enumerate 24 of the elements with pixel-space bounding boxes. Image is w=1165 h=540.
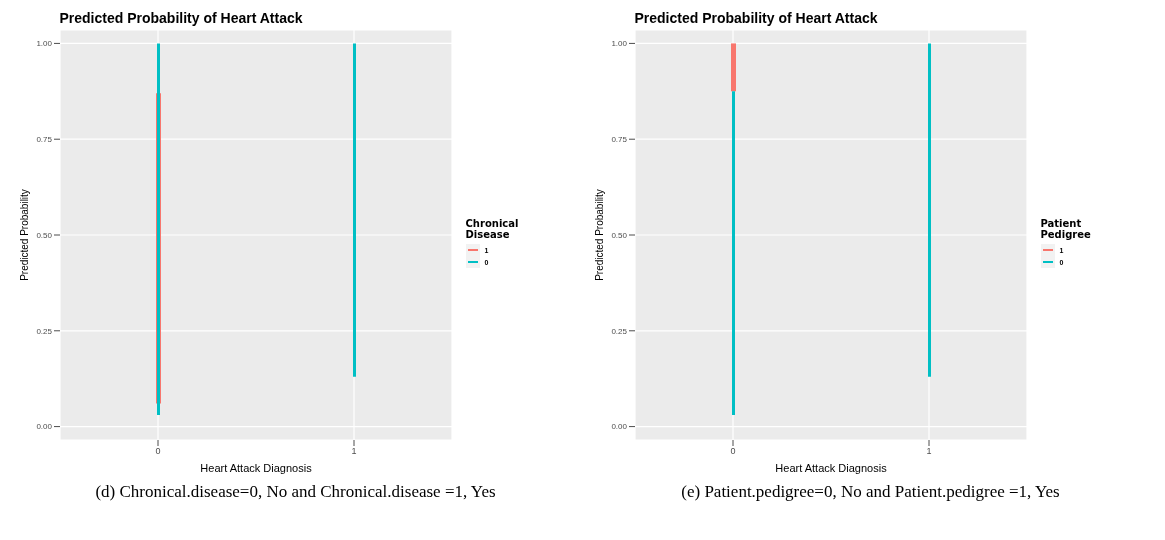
text: (e) Patient.pedigree=0, No and Patient.pedigree =1, Yes [681, 482, 1060, 502]
text: (d) Chronical.disease=0, No and Chronical.disease =1, Yes [95, 482, 496, 502]
legend-title: Chronical Disease [465, 218, 520, 240]
y-tick-label: 1.00 [610, 39, 628, 49]
y-tick-label: 0.50 [35, 230, 53, 240]
chart-title: Predicted Probability of Heart Attack [59, 10, 303, 26]
y-tick-label: 0.75 [610, 135, 628, 145]
y-tick-label: 0.50 [610, 230, 628, 240]
y-tick-label: 0.25 [610, 326, 628, 336]
legend-title: Patient Pedigree [1040, 218, 1092, 240]
x-tick-label: 1 [925, 446, 932, 457]
x-tick-label: 1 [350, 446, 357, 457]
y-tick-label: 1.00 [35, 39, 53, 49]
y-tick-label: 0.25 [35, 326, 53, 336]
x-tick-label: 0 [729, 446, 736, 457]
y-axis-title: Predicted Probability [18, 189, 30, 281]
chart-title: Predicted Probability of Heart Attack [634, 10, 878, 26]
y-tick-label: 0.00 [610, 422, 628, 432]
x-axis-title: Heart Attack Diagnosis [199, 462, 312, 474]
x-tick-label: 0 [154, 446, 161, 457]
x-axis-title: Heart Attack Diagnosis [774, 462, 887, 474]
y-tick-label: 0.75 [35, 135, 53, 145]
y-axis-title: Predicted Probability [593, 189, 605, 281]
y-tick-label: 0.00 [35, 422, 53, 432]
